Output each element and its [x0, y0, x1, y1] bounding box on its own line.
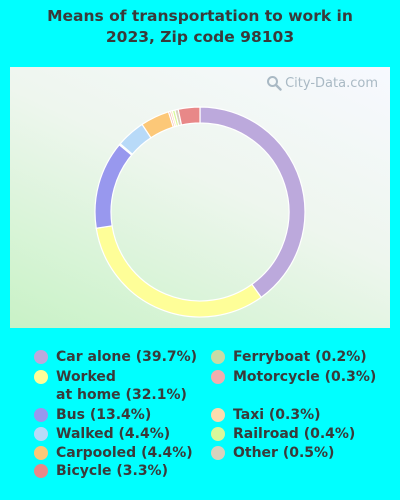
legend-label: Taxi (0.3%) [233, 407, 321, 423]
legend-swatch [211, 427, 225, 441]
legend-item: Motorcycle (0.3%) [211, 368, 376, 386]
legend-label: Ferryboat (0.2%) [233, 349, 367, 365]
legend-label: Bicycle (3.3%) [56, 463, 168, 479]
legend-label: Car alone (39.7%) [56, 349, 198, 365]
legend-label: Other (0.5%) [233, 445, 335, 461]
legend-label: Carpooled (4.4%) [56, 445, 193, 461]
legend-label: Motorcycle (0.3%) [233, 369, 377, 385]
legend-label: Worked at home (32.1%) [56, 369, 187, 403]
legend-label: Bus (13.4%) [56, 407, 152, 423]
legend-item: Carpooled (4.4%) [34, 444, 193, 462]
legend-swatch [34, 350, 48, 364]
magnifier-icon [267, 76, 282, 91]
legend-swatch [34, 370, 48, 384]
legend-swatch [34, 464, 48, 478]
donut-slice-bicycle [177, 106, 201, 126]
legend-item: Bicycle (3.3%) [34, 462, 168, 480]
legend-item: Railroad (0.4%) [211, 425, 355, 443]
legend-swatch [211, 408, 225, 422]
legend-item: Other (0.5%) [211, 444, 334, 462]
legend-item: Car alone (39.7%) [34, 348, 197, 366]
legend-swatch [211, 350, 225, 364]
legend-swatch [34, 446, 48, 460]
chart-title-line-2: 2023, Zip code 98103 [105, 28, 295, 46]
legend-swatch [34, 408, 48, 422]
legend-label: Railroad (0.4%) [233, 426, 356, 442]
watermark-text: City-Data.com [285, 75, 378, 91]
legend-swatch [211, 446, 225, 460]
legend-swatch [34, 427, 48, 441]
legend-item: Walked (4.4%) [34, 425, 170, 443]
legend-item: Bus (13.4%) [34, 406, 151, 424]
legend-item: Ferryboat (0.2%) [211, 348, 367, 366]
legend-label: Walked (4.4%) [56, 426, 171, 442]
legend-item: Worked at home (32.1%) [34, 368, 187, 404]
chart-title: Means of transportation to work in 2023,… [0, 6, 400, 48]
chart-title-line-1: Means of transportation to work in [47, 7, 353, 25]
legend-swatch [211, 370, 225, 384]
watermark: City-Data.com [266, 75, 378, 91]
legend-item: Taxi (0.3%) [211, 406, 321, 424]
